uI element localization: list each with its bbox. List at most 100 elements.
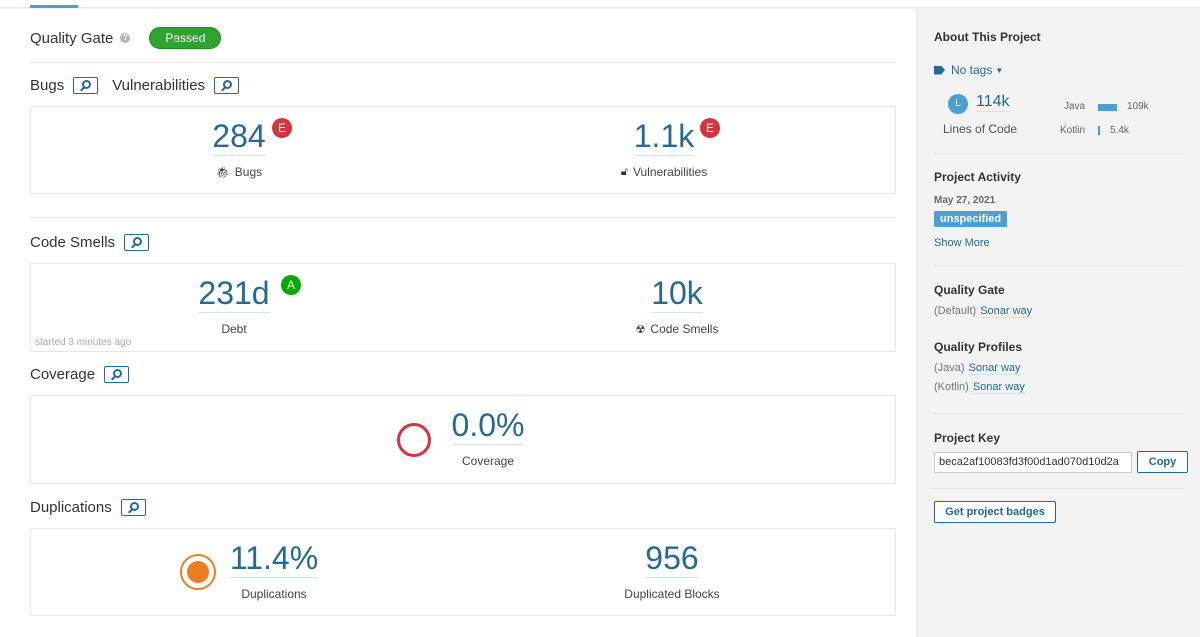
duplicated-blocks-metric: 956 Duplicated Blocks xyxy=(612,540,732,602)
duplications-metric: 11.4% Duplications xyxy=(226,540,322,602)
duplications-section-title: Duplications xyxy=(30,499,146,516)
activity-date: May 27, 2021 xyxy=(934,195,996,206)
get-project-badges-button[interactable]: Get project badges xyxy=(934,501,1056,523)
show-more-link[interactable]: Show More xyxy=(934,237,990,249)
lines-of-code-label: Lines of Code xyxy=(943,122,1018,136)
vulnerabilities-label: Vulnerabilities xyxy=(632,165,708,180)
coverage-drilldown-button[interactable] xyxy=(104,366,130,383)
divider xyxy=(30,62,896,63)
debt-label: Debt xyxy=(221,322,247,337)
divider xyxy=(30,217,896,218)
quality-profiles-title: Quality Profiles xyxy=(934,340,1023,354)
about-title: About This Project xyxy=(934,30,1041,44)
language-value: 109k xyxy=(1127,101,1149,112)
code-smells-section-title: Code Smells xyxy=(30,234,150,251)
language-bar xyxy=(1098,126,1100,135)
bug-icon: 🐞︎ xyxy=(215,166,230,179)
divider xyxy=(934,153,1184,154)
project-key-title: Project Key xyxy=(934,431,1001,445)
version-badge: unspecified xyxy=(934,211,1008,227)
coverage-title: Coverage xyxy=(30,366,96,383)
language-value: 5.4k xyxy=(1110,125,1129,136)
analysis-started-text: started 3 minutes ago xyxy=(35,337,132,348)
bugs-value[interactable]: 284 xyxy=(212,118,266,157)
tags-label: No tags xyxy=(951,63,993,77)
caret-down-icon: ▼ xyxy=(995,65,1004,75)
bugs-label: Bugs xyxy=(234,165,263,180)
quality-profile-link[interactable]: Sonar way xyxy=(968,362,1021,375)
code-smells-drilldown-button[interactable] xyxy=(124,234,150,251)
vulnerabilities-value[interactable]: 1.1k xyxy=(633,118,695,157)
language-name: Java xyxy=(1064,101,1086,112)
duplications-donut-icon xyxy=(180,554,216,590)
vulnerabilities-rating-badge[interactable]: E xyxy=(700,118,720,138)
coverage-donut-icon xyxy=(397,423,431,457)
help-icon[interactable]: ? xyxy=(120,33,131,43)
coverage-section-title: Coverage xyxy=(30,366,130,383)
project-activity-title: Project Activity xyxy=(934,170,1021,184)
duplications-value[interactable]: 11.4% xyxy=(229,540,319,579)
duplicated-blocks-label: Duplicated Blocks xyxy=(624,587,720,602)
language-name: Kotlin xyxy=(1060,125,1086,136)
quality-gate-title: Quality Gate xyxy=(30,29,114,47)
bugs-rating-badge[interactable]: E xyxy=(272,118,292,138)
copy-button[interactable]: Copy xyxy=(1137,451,1188,473)
code-smell-icon: ☢︎ xyxy=(635,323,646,336)
tags-dropdown[interactable]: No tags ▼ xyxy=(934,63,1003,77)
search-icon xyxy=(113,369,123,378)
search-icon xyxy=(133,237,143,246)
search-icon xyxy=(129,502,139,511)
quality-gate-default: (Default) xyxy=(934,305,977,317)
coverage-value[interactable]: 0.0% xyxy=(451,407,525,446)
project-sidebar: About This Project No tags ▼ L 114k Line… xyxy=(917,9,1200,637)
code-smells-label: Code Smells xyxy=(650,322,719,337)
duplications-card: 11.4% Duplications 956 Duplicated Blocks xyxy=(30,528,896,616)
bugs-metric: 284 🐞︎ Bugs xyxy=(181,118,297,180)
code-smells-card: 231d Debt A 10k ☢︎ Code Smells started 3 … xyxy=(30,263,896,352)
code-smells-metric: 10k ☢︎ Code Smells xyxy=(601,275,753,337)
overview-main: Quality Gate ? Passed Bugs Vulnerabiliti… xyxy=(0,9,916,637)
coverage-card: 0.0% Coverage xyxy=(30,395,896,484)
quality-gate-status-badge: Passed xyxy=(149,27,222,49)
duplications-title: Duplications xyxy=(30,499,112,516)
duplicated-blocks-value[interactable]: 956 xyxy=(645,540,699,579)
coverage-metric: 0.0% Coverage xyxy=(443,407,533,469)
profile-language: (Java) xyxy=(934,362,965,374)
tag-icon xyxy=(934,65,945,75)
search-icon xyxy=(223,80,233,89)
bugs-card: 284 🐞︎ Bugs E 1.1k 🔓︎ Vulnerabilities E xyxy=(30,106,896,194)
active-tab-indicator[interactable] xyxy=(30,5,78,8)
quality-profile-line: (Java) Sonar way xyxy=(934,362,1021,375)
divider xyxy=(934,265,1184,266)
quality-profile-line: (Kotlin) Sonar way xyxy=(934,381,1025,394)
top-nav xyxy=(0,0,1200,8)
bugs-section-title: Bugs Vulnerabilities xyxy=(30,77,240,94)
vulnerabilities-title: Vulnerabilities xyxy=(112,77,206,94)
quality-profile-link[interactable]: Sonar way xyxy=(972,381,1025,394)
code-smells-value[interactable]: 10k xyxy=(651,275,703,314)
quality-gate-sidebar-title: Quality Gate xyxy=(934,283,1005,297)
maintainability-rating-badge[interactable]: A xyxy=(281,275,301,295)
quality-gate-line: (Default) Sonar way xyxy=(934,305,1033,318)
bugs-title: Bugs xyxy=(30,77,65,94)
divider xyxy=(934,413,1184,414)
divider xyxy=(934,488,1184,489)
code-smells-title: Code Smells xyxy=(30,234,116,251)
vulnerabilities-metric: 1.1k 🔓︎ Vulnerabilities xyxy=(601,118,727,180)
profile-language: (Kotlin) xyxy=(934,381,969,393)
quality-gate-link[interactable]: Sonar way xyxy=(980,305,1033,318)
bugs-drilldown-button[interactable] xyxy=(73,77,99,94)
duplications-label: Duplications xyxy=(241,587,307,602)
coverage-label: Coverage xyxy=(461,454,515,469)
lines-of-code-icon: L xyxy=(948,94,968,114)
lines-of-code-value[interactable]: 114k xyxy=(976,93,1010,112)
language-bar xyxy=(1098,104,1117,111)
lock-open-icon: 🔓︎ xyxy=(620,165,628,178)
quality-gate-row: Quality Gate ? Passed xyxy=(30,27,222,49)
vulnerabilities-drilldown-button[interactable] xyxy=(214,77,240,94)
debt-metric: 231d Debt xyxy=(176,275,292,337)
debt-value[interactable]: 231d xyxy=(198,275,270,314)
project-key-field[interactable]: beca2af10083fd3f00d1ad070d10d2a xyxy=(934,452,1132,473)
duplications-drilldown-button[interactable] xyxy=(120,499,146,516)
search-icon xyxy=(82,80,92,89)
